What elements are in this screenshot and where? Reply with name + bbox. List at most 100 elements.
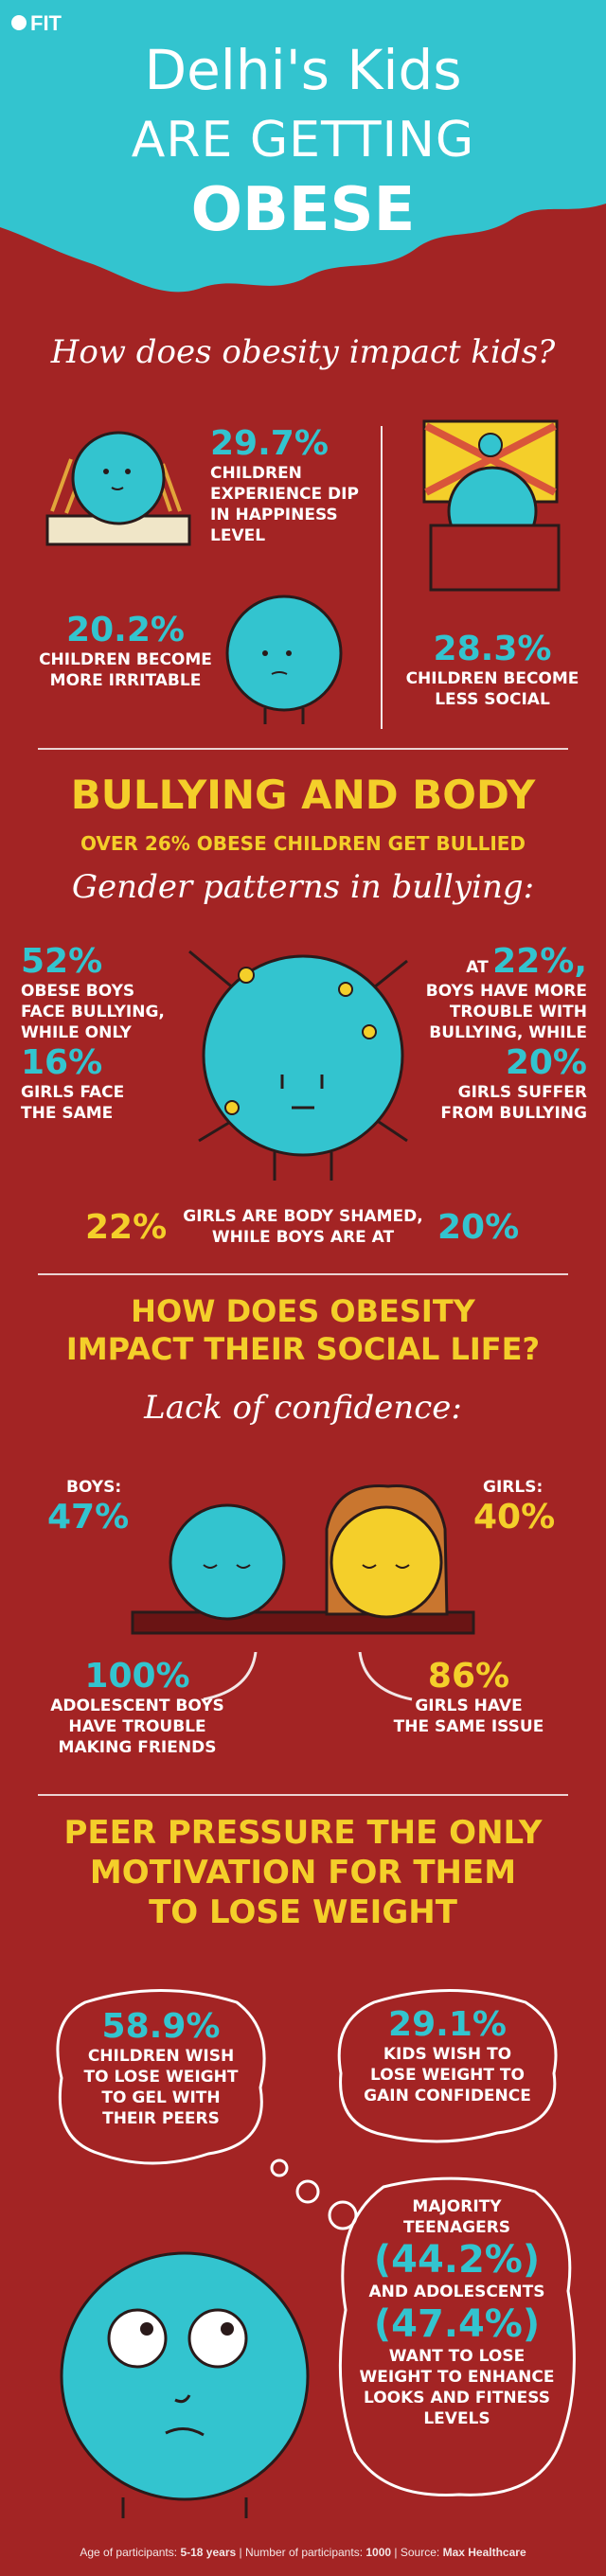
adolescent-boys-value: 100% [84, 1657, 190, 1696]
bullying-girls-line: GIRLS FACE [21, 1083, 125, 1102]
social-script-heading: Lack of confidence: [144, 1389, 462, 1427]
bullying-right-value1: 22%, [492, 942, 587, 981]
impact-heading: How does obesity impact kids? [50, 333, 556, 371]
peer-stat-2: 29.1% KIDS WISH TO LOSE WEIGHT TO GAIN C… [346, 2005, 549, 2106]
stat-happiness-line: LEVEL [210, 526, 266, 545]
thought-bubble-3 [338, 2176, 576, 2496]
header-background [0, 0, 606, 293]
logo-mark-icon [11, 15, 27, 30]
adolescent-boys-line: MAKING FRIENDS [58, 1738, 217, 1757]
peer-stat-1-line: TO GEL WITH [101, 2088, 221, 2107]
bullying-right-line: TROUBLE WITH [449, 1003, 587, 1022]
peer-stat-2-line: GAIN CONFIDENCE [364, 2087, 531, 2105]
girls-value: 40% [473, 1498, 556, 1537]
peer-stat-1-line: TO LOSE WEIGHT [83, 2068, 239, 2087]
peer-stat-3-value1: (44.2%) [373, 2238, 541, 2282]
bullying-right-value2: 20% [505, 1043, 587, 1082]
bullying-boys-value: 52% [21, 942, 103, 981]
peer-stat-2-value: 29.1% [388, 2005, 507, 2044]
adolescent-boys-stat: 100% ADOLESCENT BOYS HAVE TROUBLE MAKING… [38, 1657, 237, 1758]
social-blob-illustration [422, 419, 561, 592]
peer-heading-line1: PEER PRESSURE THE ONLY [63, 1814, 543, 1852]
footer-age-value: 5-18 years [180, 2546, 237, 2559]
bullying-right-prefix: AT [466, 958, 489, 977]
meditating-kids-illustration [131, 1484, 475, 1635]
footer-source-label: Source: [400, 2546, 440, 2559]
peer-heading-line2: MOTIVATION FOR THEM [89, 1854, 517, 1892]
body-shame-line: GIRLS ARE BODY SHAMED, [183, 1207, 423, 1226]
girls-issue-stat: 86% GIRLS HAVE THE SAME ISSUE [379, 1657, 559, 1737]
bullying-girls-line: THE SAME [21, 1104, 114, 1123]
peer-stat-3-line: WEIGHT TO ENHANCE [359, 2368, 555, 2387]
thought-bubble-2 [337, 1989, 558, 2143]
connector-lines [203, 1652, 413, 1701]
footer: Age of participants: 5-18 years | Number… [80, 2546, 526, 2559]
stat-irritable: 20.2% CHILDREN BECOME MORE IRRITABLE [38, 611, 213, 691]
page-title-line1: Delhi's Kids [144, 38, 462, 102]
footer-age-label: Age of participants: [80, 2546, 178, 2559]
peer-stat-3-line: TEENAGERS [402, 2218, 511, 2237]
peer-stat-3-line: MAJORITY [412, 2197, 502, 2216]
stat-happiness-line: CHILDREN [210, 464, 302, 483]
social-heading-line2: IMPACT THEIR SOCIAL LIFE? [65, 1331, 541, 1367]
footer-num-value: 1000 [365, 2546, 392, 2559]
peer-stat-1-value: 58.9% [101, 2007, 221, 2046]
stat-social-value: 28.3% [433, 630, 552, 668]
adolescent-boys-line: ADOLESCENT BOYS [50, 1697, 224, 1715]
section-divider [38, 1794, 568, 1796]
bullying-right-line: BULLYING, WHILE [429, 1023, 587, 1042]
girls-label: GIRLS: [483, 1478, 544, 1497]
boys-label: BOYS: [66, 1478, 122, 1497]
peer-stat-2-line: KIDS WISH TO [383, 2045, 512, 2064]
bullying-heading: BULLYING AND BODY [70, 772, 536, 818]
section-divider [38, 748, 568, 750]
stat-irritable-line: MORE IRRITABLE [49, 671, 202, 690]
bullying-right-line: FROM BULLYING [440, 1104, 587, 1123]
page-title-line2: ARE GETTING [131, 112, 475, 169]
bullying-boys-line: FACE BULLYING, [21, 1003, 165, 1022]
stat-social-line: LESS SOCIAL [435, 690, 550, 709]
stat-social-line: CHILDREN BECOME [405, 669, 579, 688]
peer-stat-3-mid: AND ADOLESCENTS [368, 2283, 545, 2301]
peer-stat-1-line: CHILDREN WISH [87, 2047, 235, 2066]
logo-text: FIT [30, 11, 62, 35]
bullying-girls-value: 16% [21, 1043, 103, 1082]
thought-bubble-1 [56, 1989, 266, 2165]
stat-happiness-value: 29.7% [210, 424, 329, 463]
body-shame-girls-value: 22% [85, 1208, 168, 1247]
happiness-blob-illustration [45, 431, 191, 546]
bullying-right-line: GIRLS SUFFER [457, 1083, 587, 1102]
section-divider [381, 426, 383, 729]
stat-irritable-value: 20.2% [66, 611, 185, 649]
social-heading-line1: HOW DOES OBESITY [131, 1293, 475, 1329]
peer-stat-2-line: LOSE WEIGHT TO [370, 2066, 525, 2085]
bullying-boys-line: OBESE BOYS [21, 982, 135, 1001]
bullying-subheading: OVER 26% OBESE CHILDREN GET BULLIED [80, 832, 526, 855]
page-title-line3: OBESE [190, 175, 416, 245]
peer-stat-3-value2: (47.4%) [373, 2302, 541, 2346]
stat-irritable-line: CHILDREN BECOME [39, 650, 212, 669]
section-divider [38, 1273, 568, 1275]
stat-happiness: 29.7% CHILDREN EXPERIENCE DIP IN HAPPINE… [210, 424, 359, 546]
bullying-right-line: BOYS HAVE MORE [425, 982, 587, 1001]
peer-stat-3-line: LOOKS AND FITNESS [364, 2389, 550, 2407]
girls-issue-value: 86% [427, 1657, 510, 1696]
bullying-boys-stat: 52% OBESE BOYS FACE BULLYING, WHILE ONLY… [21, 942, 210, 1124]
stat-happiness-line: IN HAPPINESS [210, 506, 338, 524]
body-shame-line: WHILE BOYS ARE AT [211, 1228, 395, 1247]
bullying-right-stat: AT 22%, BOYS HAVE MORE TROUBLE WITH BULL… [398, 942, 587, 1124]
body-shame-boys-value: 20% [437, 1208, 520, 1247]
girls-issue-line: THE SAME ISSUE [393, 1717, 544, 1736]
bullying-script-heading: Gender patterns in bullying: [71, 868, 535, 906]
peer-stat-3-line: LEVELS [423, 2409, 490, 2428]
stat-happiness-line: EXPERIENCE DIP [210, 485, 359, 504]
body-shame-stat: 22% GIRLS ARE BODY SHAMED, WHILE BOYS AR… [85, 1200, 530, 1257]
girls-issue-line: GIRLS HAVE [415, 1697, 523, 1715]
peer-stat-1-line: THEIR PEERS [102, 2109, 220, 2128]
peer-stat-1: 58.9% CHILDREN WISH TO LOSE WEIGHT TO GE… [66, 2007, 256, 2129]
bullying-boys-line: WHILE ONLY [21, 1023, 132, 1042]
peer-stat-3-line: WANT TO LOSE [388, 2347, 526, 2366]
irritable-blob-illustration [225, 595, 343, 724]
boys-value: 47% [47, 1498, 130, 1537]
peer-stat-3: MAJORITY TEENAGERS (44.2%) AND ADOLESCEN… [346, 2196, 568, 2429]
